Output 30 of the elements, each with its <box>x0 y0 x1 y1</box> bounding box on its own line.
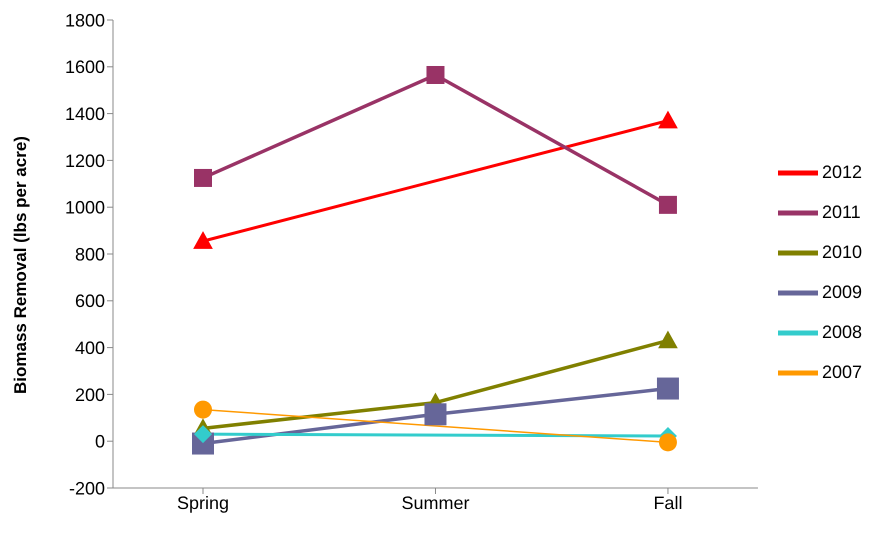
x-tick-label: Spring <box>176 492 230 513</box>
x-tick-label: Summer <box>401 492 470 513</box>
point <box>658 331 678 348</box>
legend-label: 2007 <box>822 362 862 382</box>
legend-label: 2008 <box>822 322 862 342</box>
y-tick-label: 0 <box>94 432 105 452</box>
legend-label: 2009 <box>822 282 862 302</box>
point <box>194 425 212 444</box>
y-tick-label: -200 <box>68 478 105 498</box>
y-tick-label: 200 <box>74 384 105 405</box>
legend-label: 2010 <box>822 242 862 262</box>
point <box>426 66 444 84</box>
y-tick-label: 1600 <box>64 57 105 78</box>
point <box>194 168 212 187</box>
point <box>194 400 212 419</box>
point <box>658 433 677 452</box>
point <box>656 378 679 400</box>
point <box>424 403 446 426</box>
y-tick-label: 600 <box>74 291 105 312</box>
y-tick-label: 1800 <box>64 10 105 30</box>
point <box>658 196 677 214</box>
x-tick-label: Fall <box>653 492 682 513</box>
y-axis-title: Biomass Removal (lbs per acre) <box>11 136 30 394</box>
y-tick-label: 800 <box>74 244 105 264</box>
y-tick-label: 1400 <box>64 104 105 124</box>
legend-label: 2011 <box>822 202 861 222</box>
legend-label: 2012 <box>822 162 862 182</box>
y-tick-label: 1000 <box>64 198 105 218</box>
y-tick-label: 400 <box>74 338 105 358</box>
y-tick-label: 1200 <box>64 150 105 171</box>
